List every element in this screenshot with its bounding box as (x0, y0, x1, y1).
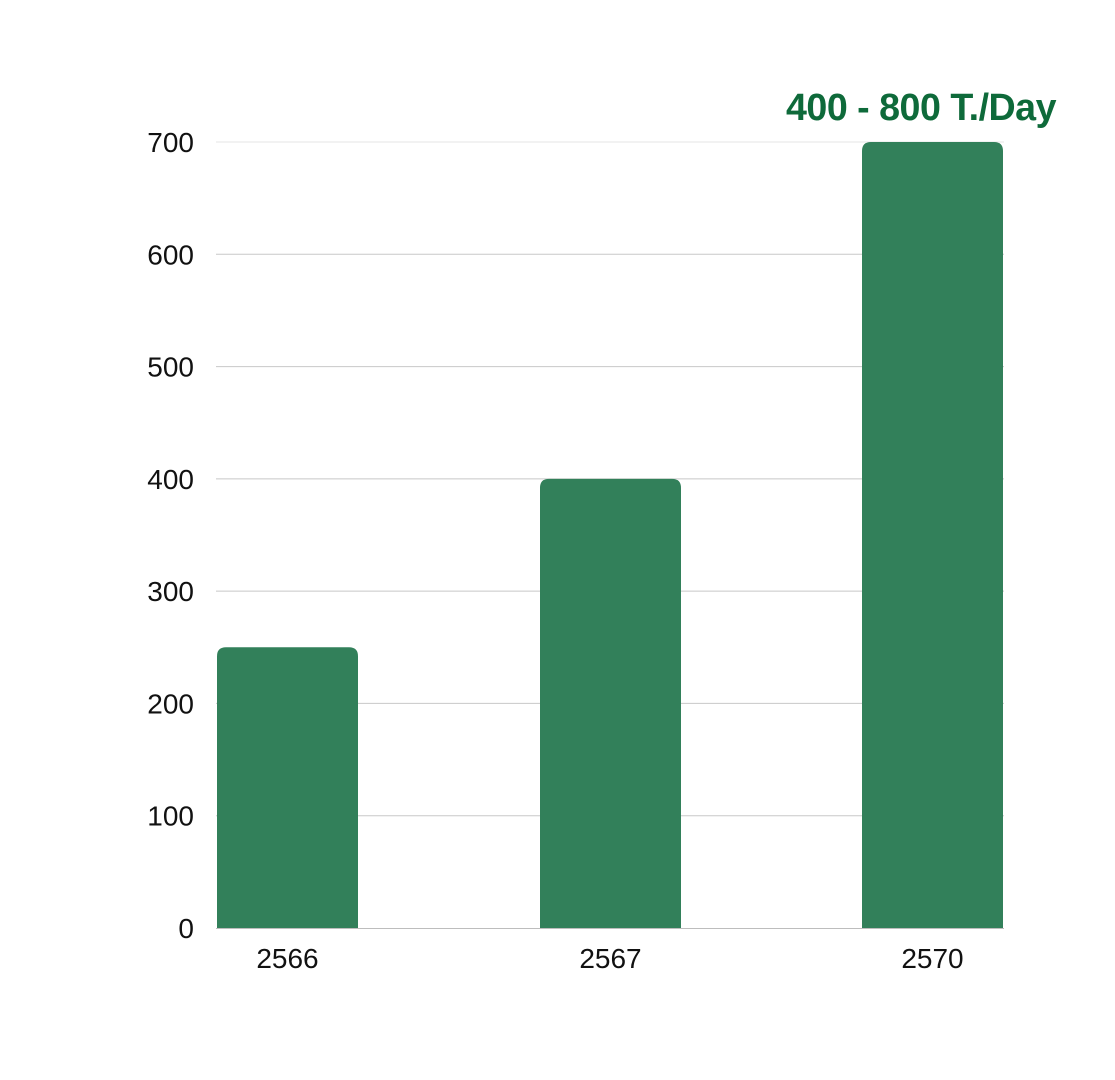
x-tick-label: 2567 (579, 943, 641, 974)
y-tick-label: 300 (147, 576, 194, 607)
y-tick-label: 400 (147, 464, 194, 495)
x-tick-label: 2566 (256, 943, 318, 974)
x-tick-labels: 2566 2567 2570 (256, 943, 963, 974)
y-tick-label: 200 (147, 688, 194, 719)
bars (217, 142, 1003, 928)
x-tick-label: 2570 (901, 943, 963, 974)
y-tick-label: 0 (178, 913, 194, 944)
y-tick-label: 700 (147, 127, 194, 158)
bar-2570 (862, 142, 1003, 928)
bar-2567 (540, 478, 681, 928)
y-tick-label: 100 (147, 801, 194, 832)
bar-2566 (217, 647, 358, 928)
bar-annotation-label: 400 - 800 T./Day (786, 87, 1056, 129)
y-tick-label: 600 (147, 239, 194, 270)
y-tick-label: 500 (147, 352, 194, 383)
y-tick-labels: 0 100 200 300 400 500 600 700 (147, 127, 194, 944)
